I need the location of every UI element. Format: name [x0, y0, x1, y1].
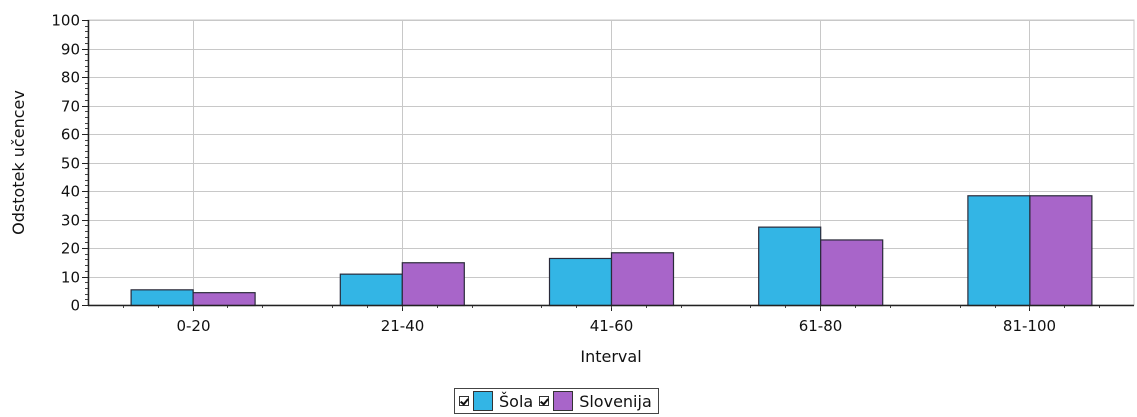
checkbox-icon[interactable] [459, 396, 469, 406]
grid [87, 19, 1135, 306]
legend-label-slovenija: Slovenija [579, 391, 652, 411]
y-tick-label: 80 [61, 69, 80, 87]
bar-slovenija-0-20 [192, 292, 256, 307]
bar-slovenija-21-40 [401, 262, 465, 307]
y-tick-label: 90 [61, 41, 80, 59]
bar-sola-21-40 [339, 273, 403, 307]
bar-sola-0-20 [130, 289, 194, 307]
x-tick-label: 0-20 [176, 317, 210, 335]
legend-item-slovenija[interactable]: Slovenija [539, 391, 652, 411]
bar-sola-41-60 [548, 257, 613, 307]
legend-item-sola[interactable]: Šola [459, 391, 533, 411]
y-tick-label: 30 [61, 212, 80, 230]
bar-sola-81-100 [967, 195, 1031, 307]
legend-label-sola: Šola [499, 391, 534, 411]
axes [82, 20, 1134, 311]
y-tick-label: 10 [61, 269, 80, 287]
y-tick-label: 60 [61, 126, 80, 144]
x-axis-title: Interval [580, 347, 641, 366]
x-tick-label: 61-80 [799, 317, 843, 335]
legend-swatch-slovenija [553, 391, 574, 411]
bar-slovenija-41-60 [610, 252, 675, 307]
y-tick-label: 0 [70, 297, 80, 315]
bar-sola-61-80 [758, 226, 822, 307]
legend-swatch-sola [473, 391, 493, 411]
x-tick-labels: 0-20 21-40 41-60 61-80 81-100 [176, 317, 1056, 335]
y-tick-label: 70 [61, 98, 80, 116]
y-axis-title: Odstotek učencev [9, 90, 28, 235]
y-tick-label: 20 [61, 240, 80, 258]
bars [130, 195, 1093, 307]
x-tick-label: 41-60 [590, 317, 634, 335]
checkbox-icon[interactable] [539, 396, 550, 406]
bar-slovenija-61-80 [820, 239, 884, 307]
y-tick-label: 40 [61, 183, 80, 201]
y-tick-label: 50 [61, 155, 80, 173]
y-tick-label: 100 [51, 12, 80, 30]
x-tick-label: 21-40 [381, 317, 425, 335]
legend: Šola Slovenija [454, 388, 659, 414]
bar-slovenija-81-100 [1029, 195, 1093, 307]
x-tick-label: 81-100 [1003, 317, 1056, 335]
y-tick-labels: 0 10 20 30 40 50 60 70 80 90 100 [51, 12, 80, 315]
